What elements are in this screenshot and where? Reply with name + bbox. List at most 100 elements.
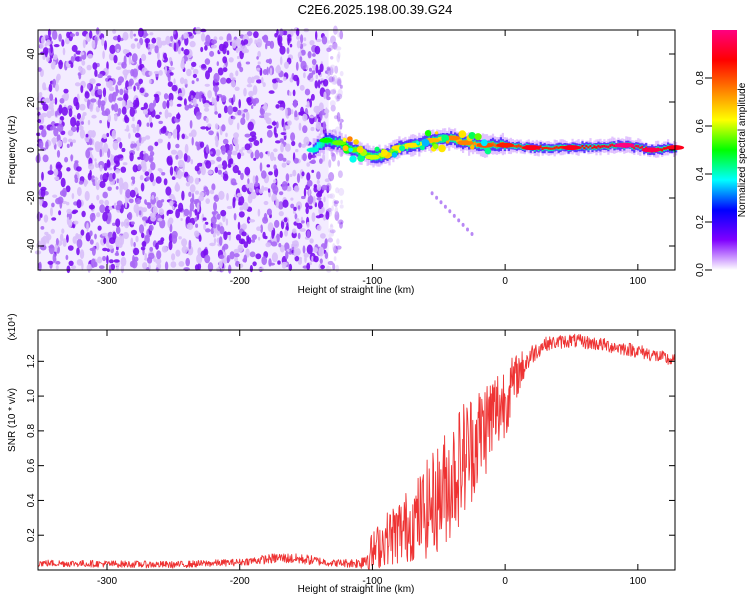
noise-speckle (149, 246, 154, 252)
noise-speckle (136, 84, 140, 90)
ridge-band (605, 145, 608, 148)
noise-speckle (308, 67, 313, 72)
ridge-band (583, 146, 586, 150)
noise-speckle (326, 182, 332, 192)
noise-speckle (259, 151, 264, 159)
noise-speckle (240, 172, 244, 181)
noise-speckle (161, 172, 166, 176)
noise-speckle (303, 187, 307, 198)
noise-speckle (52, 194, 58, 198)
noise-speckle (302, 113, 308, 122)
ridge-band (491, 142, 495, 146)
noise-speckle (196, 253, 203, 264)
noise-speckle (292, 169, 297, 177)
ridge-band (515, 145, 518, 148)
noise-speckle (38, 261, 42, 272)
noise-speckle (108, 206, 113, 211)
noise-speckle (315, 38, 322, 43)
noise-speckle (118, 177, 124, 188)
noise-speckle (68, 260, 74, 266)
ridge-point (457, 140, 474, 146)
noise-speckle (323, 91, 327, 100)
noise-speckle (316, 224, 322, 231)
noise-speckle (207, 90, 213, 99)
noise-speckle (322, 79, 329, 87)
noise-speckle (293, 74, 299, 82)
ridge-blob (416, 141, 420, 145)
noise-speckle (64, 156, 69, 163)
noise-speckle (101, 232, 108, 237)
noise-speckle (107, 148, 111, 159)
noise-speckle (156, 250, 162, 260)
noise-speckle (205, 144, 209, 154)
noise-speckle (217, 169, 222, 175)
noise-speckle (200, 126, 207, 130)
noise-speckle (259, 162, 263, 172)
noise-speckle (80, 121, 84, 125)
noise-speckle (193, 199, 200, 203)
stray-trace-point (439, 200, 443, 205)
noise-speckle (99, 265, 105, 269)
noise-speckle (74, 82, 81, 87)
noise-speckle (314, 80, 319, 89)
ridge-blob (342, 137, 347, 142)
noise-speckle (121, 147, 126, 153)
noise-speckle (268, 258, 272, 267)
noise-speckle (96, 83, 101, 87)
noise-speckle (225, 132, 228, 138)
ridge-blob (480, 139, 488, 147)
noise-speckle (62, 187, 67, 198)
noise-speckle (328, 172, 335, 182)
noise-speckle (332, 199, 337, 206)
noise-speckle (86, 222, 89, 232)
ridge-blob (484, 147, 492, 155)
noise-speckle (279, 56, 283, 66)
noise-speckle (169, 72, 174, 76)
noise-speckle (247, 237, 252, 245)
noise-speckle (257, 50, 261, 58)
noise-speckle (222, 138, 229, 145)
noise-speckle (78, 180, 84, 185)
noise-speckle (195, 223, 199, 228)
noise-speckle (269, 151, 275, 162)
noise-speckle (47, 260, 54, 265)
noise-speckle (332, 156, 336, 162)
noise-speckle (279, 138, 285, 143)
noise-speckle (102, 255, 107, 262)
noise-speckle (151, 37, 157, 44)
noise-speckle (160, 127, 167, 134)
noise-speckle (219, 226, 225, 235)
noise-speckle (320, 127, 323, 136)
noise-speckle (59, 119, 62, 125)
noise-speckle (231, 150, 238, 156)
noise-speckle (249, 131, 257, 138)
noise-speckle (234, 86, 240, 92)
ridge-band (607, 145, 610, 149)
ridge-blob (424, 130, 432, 137)
noise-speckle (192, 97, 197, 107)
noise-speckle (117, 34, 121, 43)
noise-speckle (69, 141, 73, 147)
noise-speckle (123, 93, 129, 101)
noise-speckle (319, 63, 324, 73)
noise-speckle (190, 66, 194, 70)
noise-speckle (113, 202, 117, 209)
noise-speckle (192, 73, 197, 79)
noise-speckle (328, 159, 332, 168)
noise-speckle (101, 37, 105, 46)
noise-speckle (282, 199, 289, 208)
ridge-band (601, 145, 604, 148)
noise-speckle (55, 260, 61, 265)
noise-speckle (259, 137, 263, 144)
stray-trace-point (470, 232, 474, 236)
noise-speckle (157, 217, 163, 222)
noise-speckle (164, 65, 167, 75)
noise-speckle (122, 231, 129, 240)
noise-speckle (114, 252, 120, 256)
noise-speckle (330, 56, 334, 60)
noise-speckle (266, 208, 272, 216)
noise-speckle (286, 160, 291, 164)
noise-speckle (133, 103, 136, 108)
noise-speckle (259, 115, 266, 119)
noise-speckle (188, 191, 192, 197)
